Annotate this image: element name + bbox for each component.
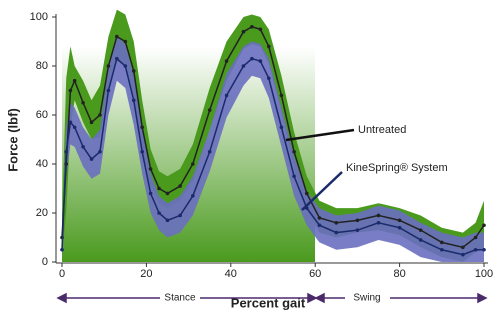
point: [123, 39, 128, 44]
point: [418, 238, 423, 242]
point: [461, 252, 465, 257]
point: [98, 113, 102, 117]
point: [279, 125, 284, 130]
point: [178, 213, 182, 218]
point: [258, 27, 263, 32]
point: [68, 88, 73, 93]
point: [60, 247, 64, 252]
point: [207, 108, 212, 112]
point: [440, 247, 444, 252]
point: [241, 29, 246, 34]
band: [62, 9, 484, 263]
band: [62, 36, 484, 262]
y-tick-label: 80: [36, 60, 48, 72]
point: [334, 230, 339, 235]
point: [98, 149, 102, 154]
point: [317, 216, 322, 220]
point: [157, 211, 161, 215]
point: [224, 93, 229, 98]
point: [473, 247, 478, 252]
x-tick-label: 80: [393, 268, 405, 280]
point: [148, 191, 153, 196]
point: [224, 59, 229, 63]
point: [68, 120, 73, 125]
point: [482, 223, 486, 228]
point: [461, 245, 465, 250]
point: [115, 56, 119, 61]
point: [131, 69, 136, 73]
y-tick-label: 40: [36, 158, 48, 170]
x-tick-label: 0: [59, 268, 65, 280]
y-tick-label: 60: [36, 109, 48, 121]
point: [418, 228, 423, 232]
annotation: KineSpring® System: [346, 162, 448, 174]
point: [106, 88, 111, 93]
point: [482, 247, 486, 252]
point: [115, 34, 119, 39]
annotation: Untreated: [358, 124, 406, 136]
y-tick-label: 100: [30, 11, 48, 23]
x-tick-label: 20: [140, 268, 152, 280]
point: [397, 218, 402, 223]
annotation-arrow: [285, 128, 355, 142]
point: [148, 167, 153, 171]
point: [266, 76, 271, 81]
point: [376, 213, 381, 218]
x-tick-label: 100: [475, 268, 493, 280]
annotation-arrow: [301, 171, 343, 211]
y-tick-label: 0: [42, 256, 48, 268]
point: [140, 149, 144, 154]
point: [106, 64, 111, 68]
point: [81, 145, 85, 149]
y-axis-title: Force (lbf): [5, 108, 20, 172]
point: [334, 221, 339, 225]
point: [317, 223, 322, 228]
point: [473, 235, 478, 240]
phase-label: Swing: [353, 293, 380, 304]
point: [123, 64, 128, 68]
point: [279, 93, 284, 98]
point: [250, 56, 254, 61]
point: [250, 25, 254, 29]
point: [131, 98, 136, 103]
phase-arrows: [56, 292, 488, 304]
point: [64, 149, 69, 154]
point: [241, 64, 246, 68]
point: [304, 191, 309, 196]
point: [355, 228, 360, 232]
point: [376, 221, 381, 225]
point: [292, 149, 296, 154]
point: [191, 194, 195, 198]
point: [165, 191, 170, 196]
x-axis-title: Percent gait: [231, 295, 306, 310]
point: [191, 162, 195, 166]
point: [89, 157, 94, 161]
plot: [60, 9, 486, 263]
point: [89, 120, 94, 125]
point: [292, 174, 296, 179]
point: [178, 184, 182, 188]
point: [157, 186, 161, 191]
point: [258, 59, 263, 63]
y-tick-label: 20: [36, 207, 48, 219]
point: [397, 225, 402, 230]
point: [72, 78, 77, 83]
phase-label: Stance: [164, 293, 196, 304]
point: [355, 218, 360, 223]
point: [440, 240, 444, 245]
mean-line: [61, 25, 485, 249]
point: [266, 44, 271, 49]
mean-line: [61, 57, 484, 256]
point: [140, 125, 144, 130]
x-tick-label: 40: [225, 268, 237, 280]
point: [207, 149, 212, 154]
x-tick-label: 60: [309, 268, 321, 280]
point: [165, 218, 170, 223]
point: [81, 100, 85, 105]
point: [72, 125, 77, 130]
